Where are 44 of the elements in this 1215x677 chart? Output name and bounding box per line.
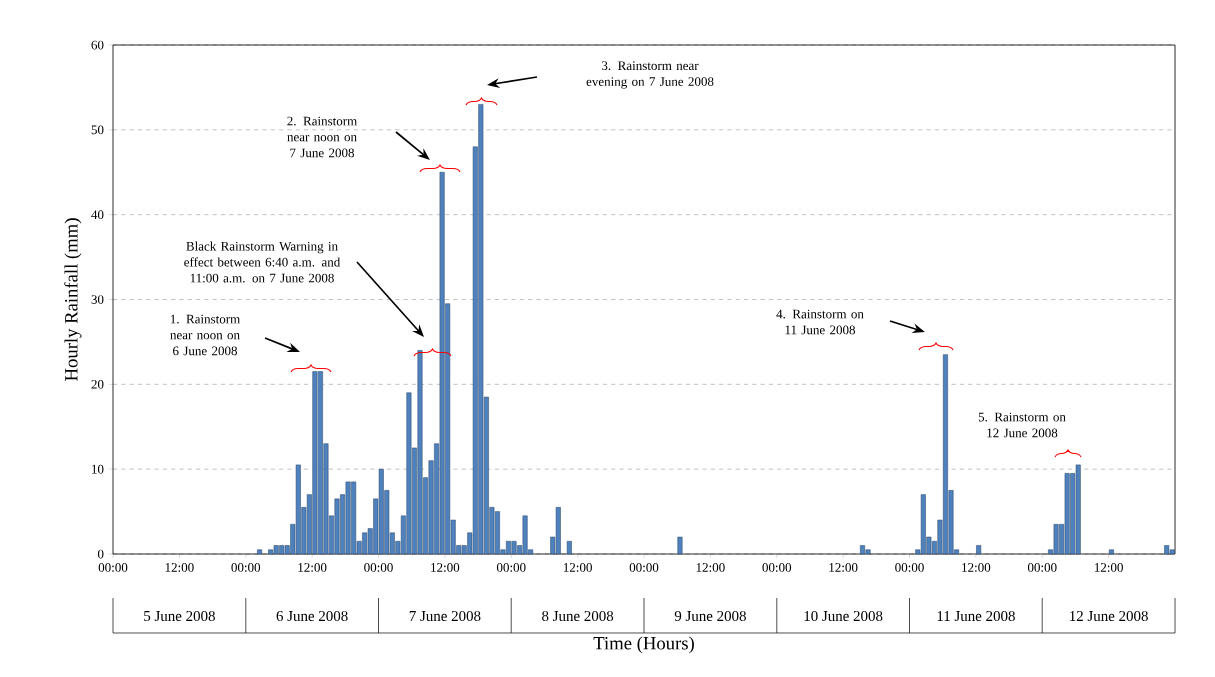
y-tick-label: 40: [91, 210, 104, 220]
y-tick-label: 50: [91, 125, 104, 135]
text: 9 June 2008: [674, 610, 746, 622]
annotation: 3. Rainstorm near evening on 7 June 2008: [586, 61, 714, 89]
annotation: 4. Rainstorm on 11 June 2008: [776, 309, 864, 335]
x-tick-label: 00:00: [364, 563, 393, 572]
x-tick-label: 00:00: [895, 563, 924, 572]
x-tick-label: 12:00: [962, 563, 991, 572]
text: 8 June 2008: [542, 610, 614, 622]
x-axis-title: Time (Hours): [593, 636, 694, 654]
y-tick-label: 60: [91, 40, 104, 50]
text: 12 June 2008: [1070, 610, 1148, 622]
x-tick-label: 12:00: [1094, 563, 1123, 572]
annotation: 5. Rainstorm on 12 June 2008: [978, 412, 1066, 438]
x-tick-label: 00:00: [1027, 563, 1057, 572]
x-tick-label: 00:00: [231, 563, 261, 572]
x-tick-label: 12:00: [563, 563, 592, 572]
bar: [257, 549, 263, 555]
x-tick-label: 12:00: [829, 563, 858, 572]
text: 5 June 2008: [144, 610, 215, 622]
y-tick-label: 0: [97, 549, 104, 559]
text: 11 June 2008: [937, 610, 1015, 622]
y-tick-label: 10: [92, 464, 104, 474]
y-tick-label: 30: [91, 295, 104, 304]
x-tick-label: 00:00: [98, 563, 128, 572]
x-tick-label: 00:00: [762, 563, 792, 572]
text: 6 June 2008: [276, 610, 348, 622]
bar: [1108, 549, 1114, 555]
bar: [976, 545, 982, 555]
bar: [677, 536, 683, 555]
annotation: 2. Rainstorm near noon on 7 June 2008: [287, 116, 358, 158]
x-tick-label: 12:00: [696, 563, 725, 572]
bar: [566, 541, 572, 555]
text: 7 June 2008: [409, 610, 481, 622]
annotation: 1. Rainstorm near noon on 6 June 2008: [170, 314, 241, 356]
annotation: Black Rainstorm Warning in effect between 6:40 a.m. and 11:00 a.m. on 7 June 2008: [184, 241, 341, 283]
x-tick-label: 12:00: [431, 563, 460, 572]
x-tick-label: 12:00: [165, 563, 194, 572]
x-tick-label: 00:00: [629, 563, 659, 572]
x-tick-label: 00:00: [496, 563, 526, 572]
y-tick-label: 20: [91, 379, 104, 389]
x-tick-label: 12:00: [298, 563, 327, 572]
text: 10 June 2008: [804, 610, 883, 622]
y-axis-title: Hourly Rainfall (mm): [64, 218, 82, 381]
